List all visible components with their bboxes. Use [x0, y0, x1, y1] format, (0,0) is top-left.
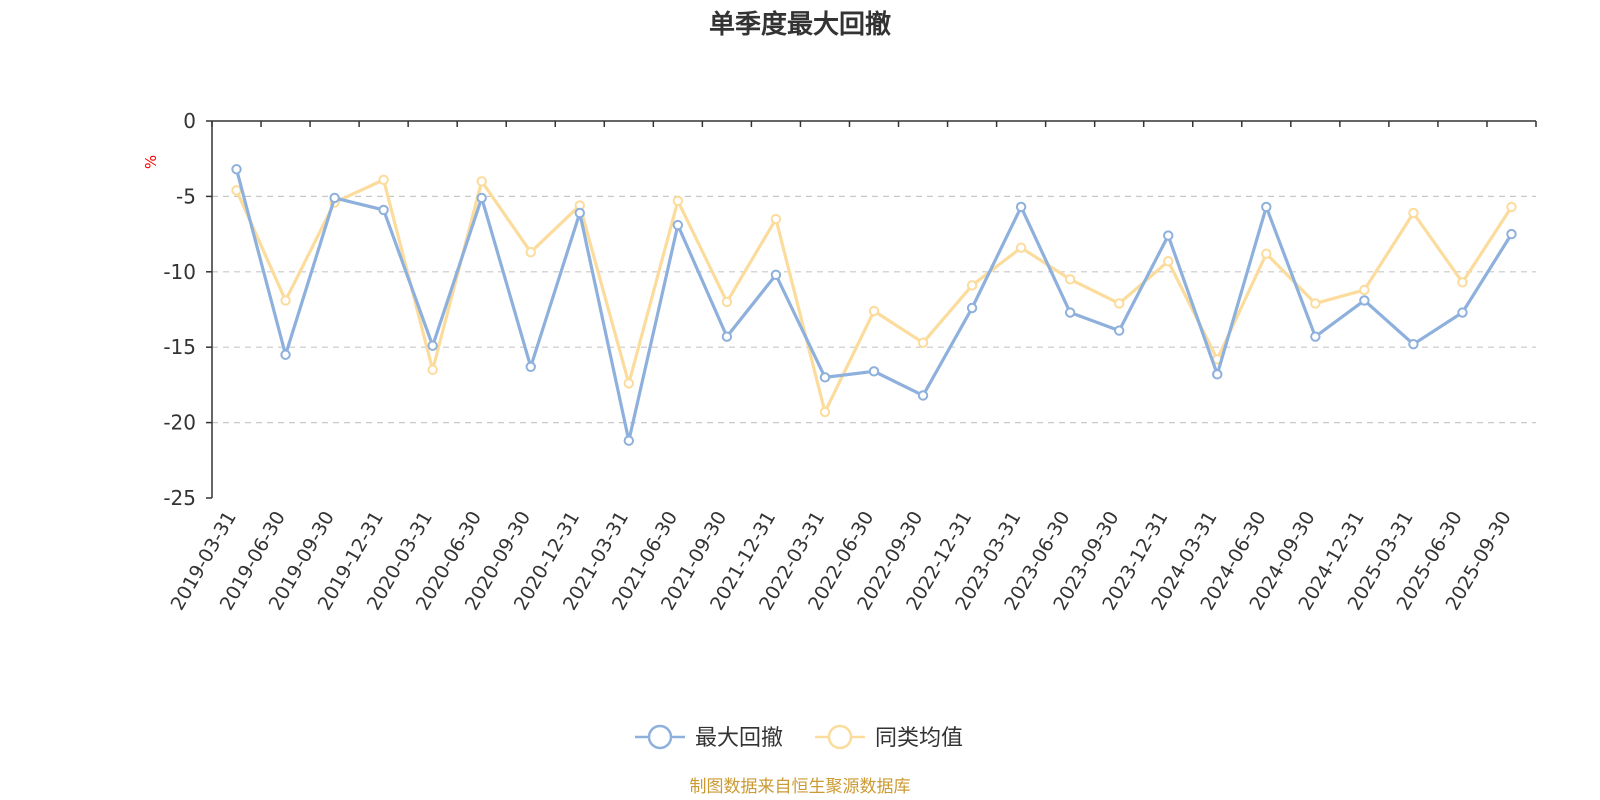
y-tick-label: -15	[163, 335, 196, 359]
legend-label: 同类均值	[875, 726, 963, 751]
y-tick-labels: 0 -5 -10 -15 -20 -25	[163, 109, 196, 510]
data-point[interactable]	[1506, 228, 1517, 240]
data-point[interactable]	[770, 213, 782, 225]
data-point[interactable]	[721, 296, 733, 308]
data-point[interactable]	[280, 295, 291, 306]
data-source-note: 制图数据来自恒生聚源数据库	[690, 777, 911, 797]
data-point[interactable]	[231, 164, 242, 175]
data-point[interactable]	[1506, 201, 1517, 213]
data-point[interactable]	[1457, 307, 1468, 318]
data-point[interactable]	[819, 372, 831, 383]
chart-title: 单季度最大回撤	[709, 9, 891, 40]
y-tick-label: -25	[163, 486, 196, 510]
data-point[interactable]	[623, 435, 635, 446]
data-point[interactable]	[917, 337, 929, 348]
data-point[interactable]	[819, 406, 831, 418]
data-point[interactable]	[1015, 201, 1027, 213]
data-point[interactable]	[623, 378, 635, 389]
data-point[interactable]	[966, 302, 978, 314]
legend-marker-icon	[647, 724, 673, 750]
data-point[interactable]	[1261, 248, 1272, 259]
series-line	[235, 178, 1513, 414]
axes	[206, 120, 1537, 499]
data-point[interactable]	[525, 246, 536, 258]
data-point[interactable]	[1113, 325, 1125, 336]
data-point[interactable]	[1310, 298, 1321, 309]
data-point[interactable]	[329, 192, 340, 204]
legend-marker-icon	[827, 724, 853, 750]
data-point[interactable]	[1457, 277, 1468, 288]
data-point[interactable]	[378, 204, 389, 216]
data-point[interactable]	[1212, 369, 1223, 380]
y-tick-label: -5	[176, 184, 196, 208]
data-point[interactable]	[1408, 207, 1419, 219]
data-point[interactable]	[427, 340, 438, 351]
y-tick-label: -10	[163, 260, 196, 284]
data-point[interactable]	[1310, 331, 1321, 342]
series-1	[231, 174, 1517, 418]
data-point[interactable]	[1408, 338, 1419, 350]
legend-label: 最大回撤	[695, 726, 783, 751]
data-point[interactable]	[378, 174, 389, 186]
y-tick-label: 0	[183, 109, 196, 133]
legend[interactable]: 最大回撤 同类均值	[635, 724, 963, 751]
data-point[interactable]	[868, 305, 880, 317]
data-point[interactable]	[917, 390, 929, 401]
data-point[interactable]	[1064, 274, 1076, 285]
data-point[interactable]	[1359, 295, 1370, 306]
data-point[interactable]	[1163, 256, 1174, 267]
data-point[interactable]	[868, 366, 880, 377]
series-lines	[231, 164, 1517, 446]
data-point[interactable]	[427, 364, 438, 376]
data-point[interactable]	[1113, 298, 1125, 309]
data-point[interactable]	[231, 185, 242, 196]
data-point[interactable]	[770, 269, 782, 281]
data-point[interactable]	[966, 280, 978, 291]
series-0	[231, 164, 1517, 446]
legend-item-0[interactable]: 最大回撤	[635, 724, 783, 751]
data-point[interactable]	[476, 192, 487, 204]
data-point[interactable]	[1359, 284, 1370, 296]
y-tick-label: -20	[163, 411, 196, 435]
data-point[interactable]	[672, 195, 684, 207]
data-point[interactable]	[574, 207, 585, 219]
data-point[interactable]	[1015, 242, 1027, 253]
data-point[interactable]	[1064, 307, 1076, 318]
data-point[interactable]	[280, 349, 291, 360]
x-tick-labels: 2019-03-312019-06-302019-09-302019-12-31…	[167, 507, 1516, 614]
data-point[interactable]	[721, 331, 733, 342]
data-point[interactable]	[672, 219, 684, 231]
data-point[interactable]	[1261, 201, 1272, 213]
legend-item-1[interactable]: 同类均值	[815, 724, 963, 751]
data-point[interactable]	[525, 361, 536, 373]
data-point[interactable]	[1163, 230, 1174, 241]
data-point[interactable]	[476, 176, 487, 187]
y-axis-unit: %	[142, 155, 160, 169]
